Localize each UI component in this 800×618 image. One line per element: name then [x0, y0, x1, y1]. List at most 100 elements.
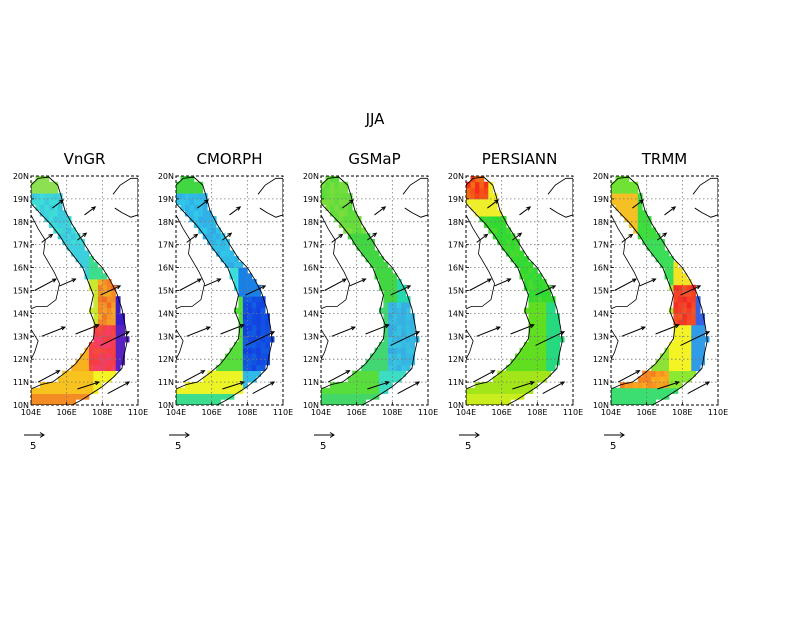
- precip-cell: [343, 387, 349, 394]
- precip-cell: [510, 250, 516, 257]
- precip-cell: [682, 279, 688, 286]
- precip-cell: [75, 256, 81, 263]
- precip-cell: [387, 353, 393, 360]
- precip-cell: [111, 342, 117, 349]
- precip-cell: [686, 279, 692, 286]
- precip-cell: [695, 336, 701, 343]
- precip-cell: [523, 370, 529, 377]
- precip-cell: [370, 250, 375, 257]
- map-area: [31, 176, 138, 405]
- precip-cell: [628, 382, 634, 389]
- precip-cell: [193, 387, 199, 394]
- precip-cell: [329, 187, 335, 194]
- precip-cell: [256, 296, 262, 303]
- precip-cell: [102, 347, 108, 354]
- precip-cell: [75, 250, 81, 257]
- precip-cell: [682, 273, 688, 280]
- precip-cell: [48, 216, 54, 223]
- precip-cell: [198, 216, 204, 223]
- precip-cell: [31, 393, 36, 400]
- precip-cell: [677, 273, 683, 280]
- precip-cell: [673, 296, 679, 303]
- precip-cell: [334, 198, 340, 206]
- precip-cell: [325, 387, 331, 394]
- wind-vector: [41, 326, 66, 337]
- precip-cell: [682, 330, 688, 337]
- precip-cell: [260, 319, 266, 326]
- precip-cell: [35, 387, 41, 394]
- precip-cell: [673, 336, 679, 343]
- precip-cell: [488, 181, 494, 188]
- precip-cell: [401, 296, 407, 303]
- precip-cell: [651, 364, 656, 372]
- lat-tick-label: 12N: [593, 355, 609, 364]
- precip-cell: [497, 216, 503, 223]
- precip-cell: [48, 204, 54, 211]
- precip-cell: [251, 284, 257, 291]
- precip-cell: [202, 382, 208, 389]
- precip-cell: [97, 301, 103, 309]
- precip-cell: [374, 364, 380, 372]
- precip-cell: [84, 364, 90, 372]
- precip-cell: [497, 393, 503, 400]
- precip-cell: [225, 244, 230, 251]
- precip-cell: [637, 393, 643, 400]
- precip-cell: [374, 370, 380, 377]
- precip-cell: [405, 330, 411, 337]
- precip-cell: [532, 376, 538, 383]
- precip-cell: [677, 267, 683, 274]
- precip-cell: [686, 330, 692, 337]
- precip-cell: [410, 342, 416, 349]
- precip-cell: [686, 364, 692, 372]
- precip-cell: [624, 204, 630, 211]
- precip-cell: [66, 393, 72, 400]
- precip-cell: [637, 204, 643, 211]
- precip-cell: [242, 267, 248, 274]
- precip-cell: [93, 261, 99, 268]
- precip-cell: [555, 319, 561, 326]
- precip-cell: [510, 359, 516, 366]
- wind-vector: [472, 370, 496, 383]
- precip-cell: [633, 210, 639, 217]
- precip-cell: [497, 382, 503, 389]
- precip-cell: [642, 210, 648, 217]
- precip-cell: [251, 342, 257, 349]
- precip-cell: [479, 382, 485, 389]
- precip-cell: [220, 370, 226, 377]
- lon-tick-label: 110E: [708, 408, 728, 417]
- precip-cell: [352, 399, 358, 405]
- precip-cell: [334, 187, 340, 194]
- precip-cell: [510, 382, 516, 389]
- wind-vector: [34, 278, 57, 291]
- precip-cell: [550, 347, 556, 354]
- precip-cell: [401, 319, 407, 326]
- precip-cell: [541, 324, 547, 331]
- precip-cell: [88, 307, 94, 314]
- precip-cell: [225, 353, 230, 360]
- precip-cell: [233, 347, 239, 354]
- precip-cell: [528, 376, 534, 383]
- precip-cell: [93, 353, 99, 360]
- precip-cell: [541, 330, 547, 337]
- precip-cell: [673, 307, 679, 314]
- precip-cell: [387, 284, 393, 291]
- precip-cell: [356, 382, 362, 389]
- precip-cell: [93, 359, 99, 366]
- precip-cell: [220, 233, 226, 240]
- precip-cell: [97, 267, 103, 274]
- precip-cell: [387, 319, 393, 326]
- precip-cell: [84, 273, 90, 280]
- reference-vector: 5: [24, 432, 45, 452]
- precip-cell: [97, 353, 103, 360]
- precip-cell: [343, 221, 349, 228]
- precip-cell: [546, 342, 552, 349]
- precip-cell: [207, 387, 213, 394]
- precip-cell: [334, 193, 340, 200]
- precip-cell: [198, 387, 204, 394]
- wind-vector: [41, 233, 54, 243]
- wind-vector: [390, 331, 421, 346]
- wind-vector: [632, 199, 645, 209]
- precip-cell: [88, 347, 94, 354]
- precip-cell: [555, 330, 561, 337]
- precip-cell: [686, 319, 692, 326]
